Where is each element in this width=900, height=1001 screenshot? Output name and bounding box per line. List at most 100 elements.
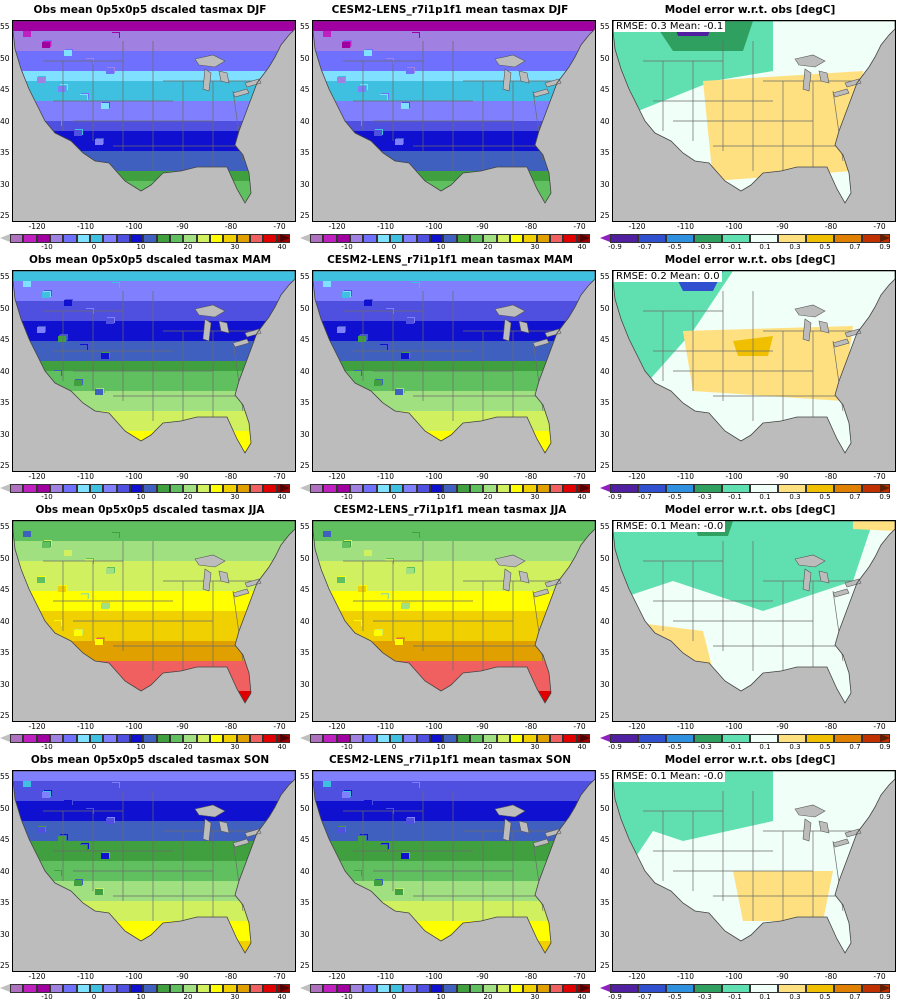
terrain-patch [358, 586, 366, 592]
colorbar-cell [416, 234, 430, 243]
lon-tick-label: -80 [224, 722, 238, 731]
colorbar-cell [666, 984, 694, 993]
temp-band [13, 171, 295, 182]
colorbar-cell [63, 484, 77, 493]
temp-band [313, 661, 595, 672]
colorbar-max-arrow [280, 734, 290, 742]
model-panel: CESM2-LENS_r7i1p1f1 mean tasmax SON 55 50 4… [300, 750, 600, 1001]
temp-band [313, 21, 595, 32]
terrain-patch [337, 327, 345, 333]
terrain-patch [79, 595, 87, 601]
colorbar-cell [638, 734, 666, 743]
terrain-patch [27, 647, 35, 653]
temp-band [313, 381, 595, 392]
lon-tick-label: -90 [776, 722, 789, 731]
country-outline [313, 521, 595, 704]
lon-tick-label: -120 [328, 222, 346, 231]
colorbar-cell [389, 234, 404, 243]
colorbar-max-arrow [280, 984, 290, 992]
terrain-patch [85, 559, 93, 565]
colorbar-label: 10 [436, 993, 446, 1001]
temp-band [313, 711, 595, 721]
terrain-patch [58, 586, 66, 592]
temp-band [13, 661, 295, 672]
lon-tick-label: -110 [676, 972, 695, 981]
colorbar-cell [323, 734, 337, 743]
lon-tick-label: -70 [573, 222, 586, 231]
terrain-patch [69, 665, 77, 671]
colorbar-cell [10, 984, 24, 993]
lat-tick-label: 45 [600, 585, 610, 594]
temp-band [313, 881, 595, 892]
temp-band [313, 401, 595, 412]
lat-tick-label: 25 [300, 211, 310, 220]
temp-band [13, 791, 295, 802]
colorbar-cell [469, 234, 484, 243]
lat-tick-label: 40 [300, 616, 310, 626]
temp-band [13, 851, 295, 862]
colorbar-cell [10, 484, 24, 493]
great-lake [532, 338, 550, 348]
terrain-patch [26, 648, 34, 654]
colorbar-cell [223, 984, 237, 993]
lat-tick-label: 40 [300, 866, 310, 876]
panel-title: Model error w.r.t. obs [degC] [664, 254, 836, 266]
colorbar-label: 0.9 [879, 493, 891, 501]
terrain-patch [101, 103, 109, 109]
colorbar-cell [129, 484, 144, 493]
lat-tick-label: 50 [300, 53, 310, 63]
colorbar-cell [63, 984, 77, 993]
terrain-patch [326, 898, 334, 904]
terrain-patch [374, 630, 382, 636]
colorbar-cell [403, 234, 417, 243]
temp-band [313, 691, 595, 702]
terrain-patch [358, 336, 366, 342]
colorbar-cell [483, 734, 497, 743]
colorbar-cell [223, 484, 237, 493]
lat-tick-label: 35 [600, 898, 610, 907]
colorbar-label: -0.9 [608, 493, 622, 501]
lat-tick-label: 55 [600, 272, 610, 281]
colorbar-label: -0.9 [608, 743, 622, 751]
terrain-patch [406, 68, 414, 74]
terrain-patch [391, 173, 399, 179]
lon-tick-label: -100 [425, 222, 443, 231]
lat-tick-label: 50 [0, 803, 10, 813]
terrain-patch [390, 674, 398, 680]
colorbar-cell [76, 984, 90, 993]
temp-band [13, 71, 295, 82]
temp-band [313, 621, 595, 632]
lon-tick-label: -70 [573, 472, 586, 481]
lat-tick-label: 35 [0, 648, 10, 657]
colorbar-cell [509, 734, 524, 743]
colorbar-cell [49, 734, 64, 743]
terrain-patch [111, 283, 119, 289]
terrain-patch [74, 630, 82, 636]
obs-panel: Obs mean 0p5x0p5 dscaled tasmax DJF 55 50 4… [0, 0, 300, 251]
terrain-patch [326, 398, 334, 404]
temp-band [313, 781, 595, 792]
colorbar-cell [806, 984, 834, 993]
colorbar-cell [363, 734, 377, 743]
temp-band [13, 961, 295, 971]
terrain-patch [95, 639, 103, 645]
colorbar-cell [483, 234, 497, 243]
colorbar-cell [483, 984, 497, 993]
lat-tick-label: 55 [0, 772, 10, 781]
temp-band [13, 81, 295, 92]
colorbar-cell [403, 984, 417, 993]
colorbar-max-arrow [580, 234, 590, 242]
lat-tick-label: 50 [600, 303, 610, 313]
colorbar-label: 0.3 [789, 743, 801, 751]
colorbar-cell [169, 734, 184, 743]
lat-tick-label: 25 [0, 711, 10, 720]
colorbar-label: 40 [577, 743, 587, 751]
colorbar-max-arrow [580, 984, 590, 992]
colorbar-cell [310, 734, 324, 743]
lon-tick-label: -80 [824, 972, 838, 981]
lon-tick-label: -120 [328, 472, 346, 481]
temp-band [13, 681, 295, 692]
country-outline [613, 771, 895, 954]
temp-band [13, 811, 295, 822]
terrain-patch [385, 559, 393, 565]
